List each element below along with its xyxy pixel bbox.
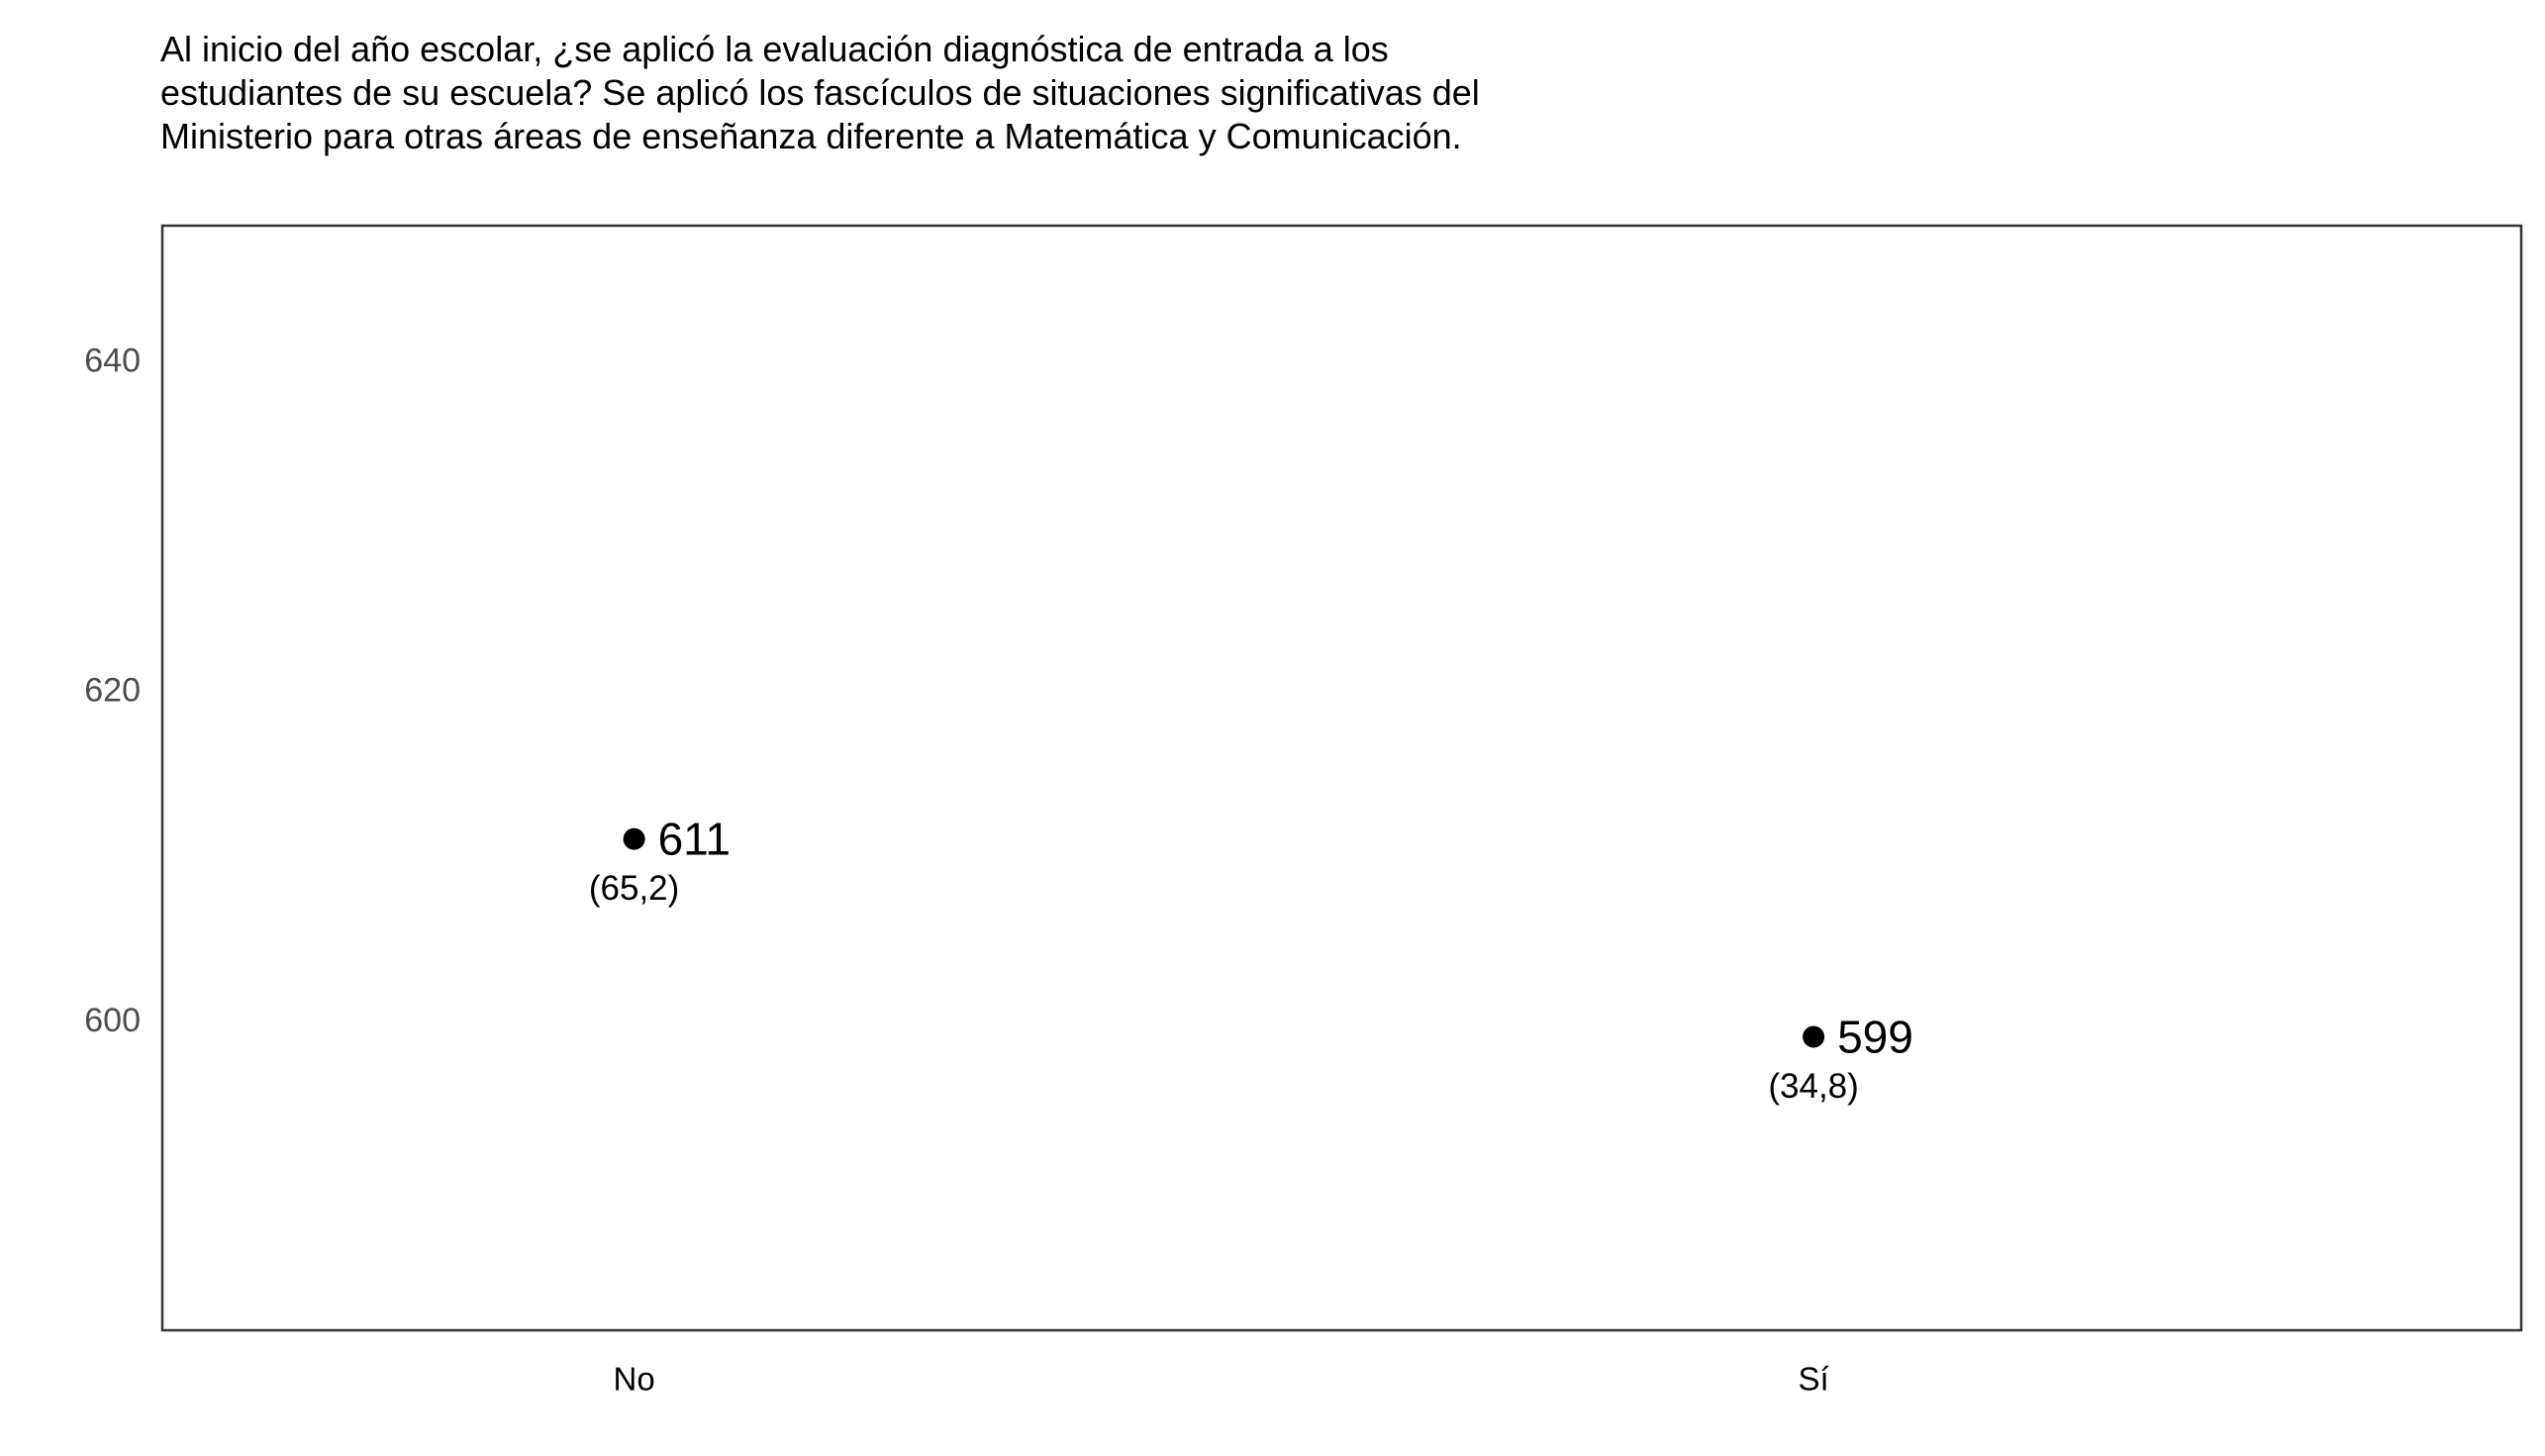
data-label: 599 [1837,1012,1913,1063]
data-sublabel: (34,8) [1768,1067,1858,1106]
data-points: 611 (65,2) 599 (34,8) [589,814,1913,1106]
data-point [623,827,645,850]
data-sublabel: (65,2) [589,869,679,908]
chart-title: Al inicio del año escolar, ¿se aplicó la… [160,29,1480,156]
y-tick-label: 620 [84,672,141,710]
plot-frame [160,224,2523,1332]
x-tick-label: Sí [1799,1361,1829,1398]
y-axis-ticks: 600 620 640 [84,342,141,1039]
data-label: 611 [658,814,731,865]
y-tick-label: 600 [84,1002,141,1039]
x-axis-ticks: No Sí [614,1361,1829,1398]
x-tick-label: No [614,1361,655,1398]
y-tick-label: 640 [84,342,141,380]
data-point [1803,1025,1825,1048]
